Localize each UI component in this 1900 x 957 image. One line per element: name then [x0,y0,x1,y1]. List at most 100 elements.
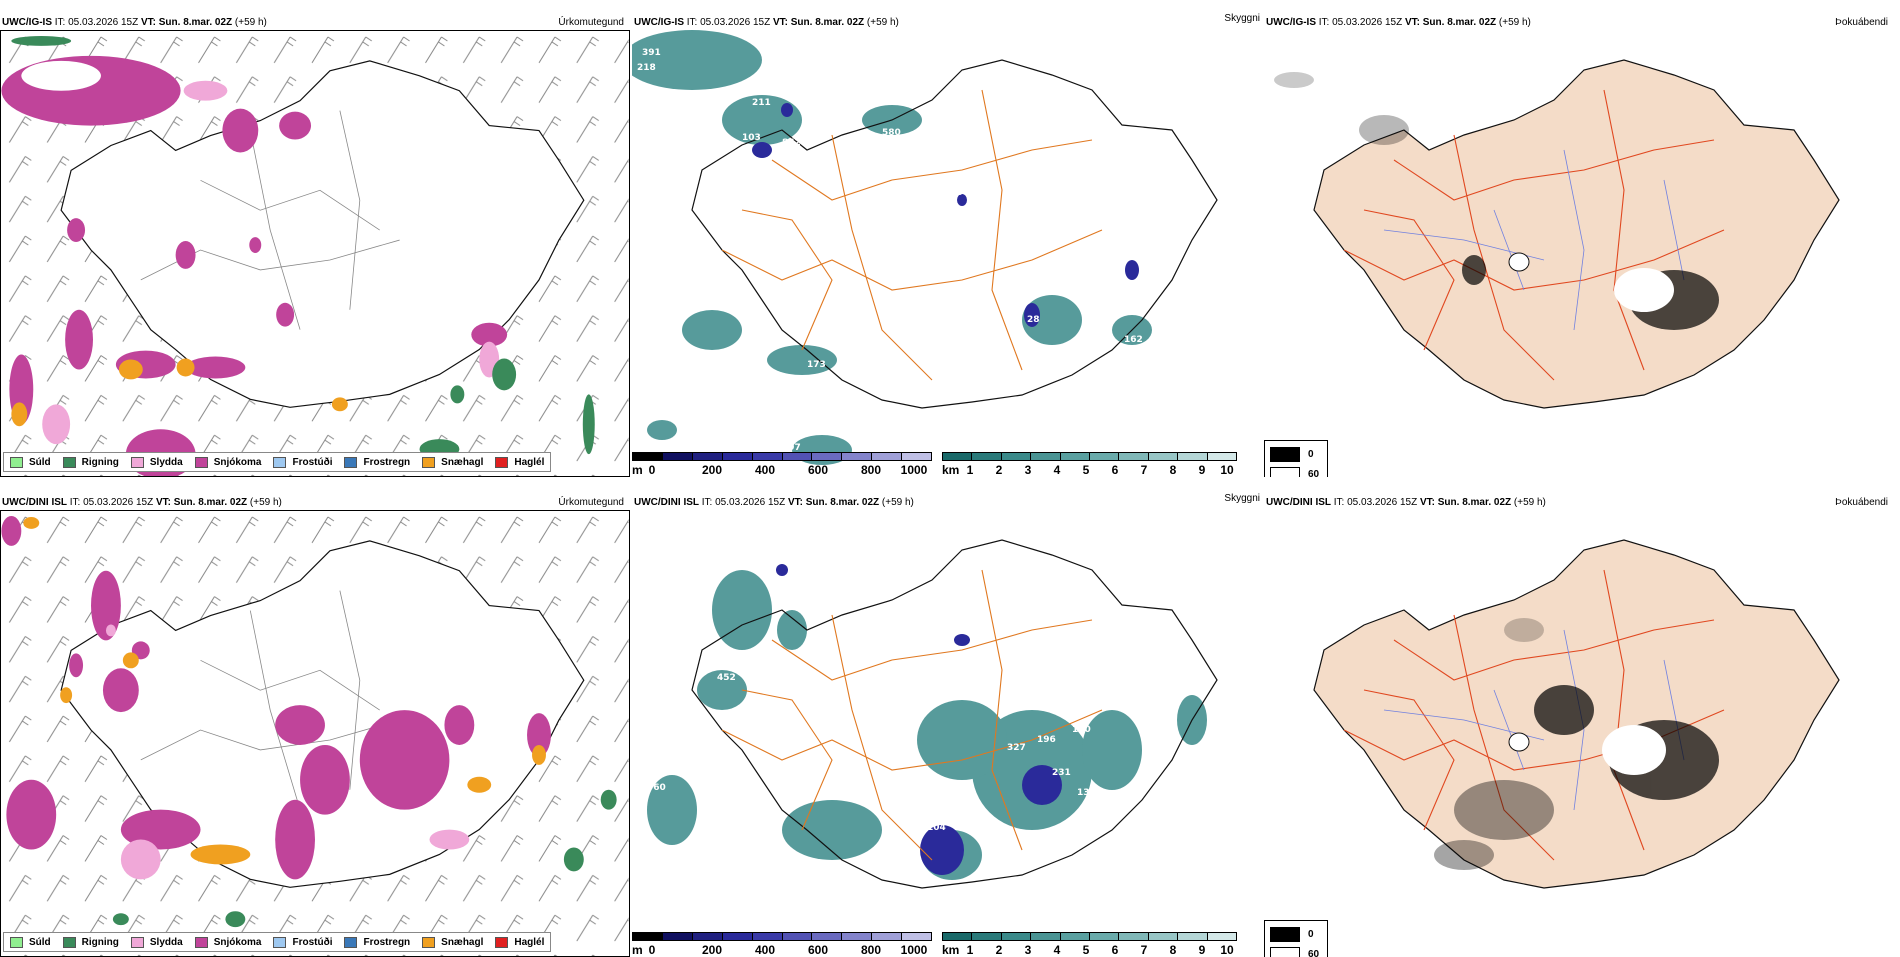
fog-map: 0 60 [1264,510,1894,957]
legend-item: Frostúði [273,936,332,948]
ceiling-tick: 0 [648,463,656,477]
svg-text:104: 104 [927,823,946,833]
precip-type-legend: Súld Rigning Slydda Snjókoma Frostúði Fr… [3,452,552,472]
legend-item: Frostúði [273,456,332,468]
fog-panel-bottom: UWC/DINI ISL IT: 05.03.2026 15Z VT: Sun.… [1264,495,1894,957]
fog-panel-top: UWC/IG-IS IT: 05.03.2026 15Z VT: Sun. 8.… [1264,15,1894,477]
visibility-map-svg: 452 403 138 286 110 196 327 231 770 998 … [647,539,1218,889]
ceiling-unit: m [632,463,643,477]
ceiling-tick: 600 [807,943,829,957]
visibility-map-svg: 218 391 211 165 103 862 486 580 97 184 1… [632,30,1218,465]
visibility-tick: 5 [1082,943,1090,957]
svg-text:13: 13 [922,263,935,273]
panel-param-label: Þokuábendi [1835,497,1888,508]
svg-text:110: 110 [1072,725,1091,735]
fog-map: 0 60 [1264,30,1894,477]
fog-legend: 0 60 [1264,920,1328,957]
visibility-tick: 8 [1169,943,1177,957]
visibility-tick: 1 [966,943,974,957]
legend-item: Haglél [495,936,544,948]
svg-text:391: 391 [642,48,661,58]
ceiling-colorbar-swatches [632,452,932,461]
visibility-tick: 3 [1024,463,1032,477]
visibility-tick: 7 [1140,463,1148,477]
precip-map: Súld Rigning Slydda Snjókoma Frostúði Fr… [0,510,630,957]
cloud-ceiling-colorbar: m 0 200 400 600 800 1000 [632,452,932,477]
svg-text:452: 452 [717,673,736,683]
visibility-tick: 10 [1220,943,1234,957]
svg-text:998: 998 [1162,686,1181,696]
ceiling-tick: 600 [807,463,829,477]
svg-text:103: 103 [742,133,761,143]
svg-text:403: 403 [957,673,976,683]
svg-text:173: 173 [807,360,826,370]
visibility-unit: km [942,943,960,957]
ceiling-tick: 800 [860,463,882,477]
svg-text:162: 162 [1124,335,1143,345]
precip-panel-top: UWC/IG-IS IT: 05.03.2026 15Z VT: Sun. 8.… [0,15,630,477]
fog-legend: 0 60 [1264,440,1328,477]
visibility-tick: 6 [1111,463,1119,477]
svg-text:960: 960 [647,783,666,793]
precip-panel-bottom: UWC/DINI ISL IT: 05.03.2026 15Z VT: Sun.… [0,495,630,957]
svg-text:286: 286 [1012,698,1031,708]
fog-legend-row: 60 [1270,467,1319,477]
fog-map-svg [1313,539,1840,889]
visibility-tick: 1 [966,463,974,477]
ceiling-tick: 800 [860,943,882,957]
visibility-tick: 4 [1053,943,1061,957]
visibility-tick: 8 [1169,463,1177,477]
panel-param-label: Úrkomutegund [558,17,624,28]
ceiling-tick: 400 [754,463,776,477]
svg-text:296: 296 [1142,703,1161,713]
visibility-colorbar-swatches [942,452,1237,461]
legend-item: Snæhagl [422,936,483,948]
precip-map-svg [1,31,629,476]
ceiling-tick: 200 [701,463,723,477]
svg-text:985: 985 [657,768,676,778]
panel-param-label: Skyggni [1224,13,1260,24]
fog-legend-row: 0 [1270,447,1314,462]
fog-legend-row: 60 [1270,947,1319,957]
panel-param-label: Skyggni [1224,493,1260,504]
legend-item: Haglél [495,456,544,468]
svg-text:486: 486 [817,128,836,138]
visibility-panel-bottom: UWC/DINI ISL IT: 05.03.2026 15Z VT: Sun.… [632,493,1262,957]
svg-text:974: 974 [847,361,866,371]
svg-text:165: 165 [697,113,716,123]
panel-title: UWC/DINI ISL IT: 05.03.2026 15Z VT: Sun.… [1266,497,1546,508]
svg-text:218: 218 [637,63,656,73]
svg-text:580: 580 [882,128,901,138]
panel-title: UWC/DINI ISL IT: 05.03.2026 15Z VT: Sun.… [2,497,282,508]
svg-text:2: 2 [1062,343,1068,353]
panel-title: UWC/IG-IS IT: 05.03.2026 15Z VT: Sun. 8.… [634,17,899,28]
svg-text:68: 68 [932,788,945,798]
ceiling-tick: 400 [754,943,776,957]
visibility-tick: 7 [1140,943,1148,957]
svg-text:770: 770 [1167,668,1186,678]
visibility-tick: 2 [995,943,1003,957]
panel-title: UWC/IG-IS IT: 05.03.2026 15Z VT: Sun. 8.… [2,17,267,28]
visibility-tick: 4 [1053,463,1061,477]
svg-text:797: 797 [782,443,801,453]
visibility-map: 218 391 211 165 103 862 486 580 97 184 1… [632,30,1262,477]
svg-text:231: 231 [1052,768,1071,778]
legend-item: Súld [10,456,51,468]
legend-item: Rigning [62,936,119,948]
visibility-tick: 5 [1082,463,1090,477]
ceiling-tick: 1000 [900,463,928,477]
precip-type-legend: Súld Rigning Slydda Snjókoma Frostúði Fr… [3,932,552,952]
legend-item: Slydda [130,456,183,468]
ceiling-colorbar-swatches [632,932,932,941]
svg-text:133: 133 [1077,788,1096,798]
visibility-tick: 2 [995,463,1003,477]
visibility-colorbar: km 1 2 3 4 5 6 7 8 9 10 [942,452,1242,477]
svg-text:97: 97 [772,153,785,163]
legend-item: Frostregn [344,936,410,948]
visibility-map: 452 403 138 286 110 196 327 231 770 998 … [632,510,1262,957]
svg-text:989: 989 [797,773,816,783]
ceiling-unit: m [632,943,643,957]
legend-item: Snæhagl [422,456,483,468]
visibility-unit: km [942,463,960,477]
visibility-tick: 6 [1111,943,1119,957]
